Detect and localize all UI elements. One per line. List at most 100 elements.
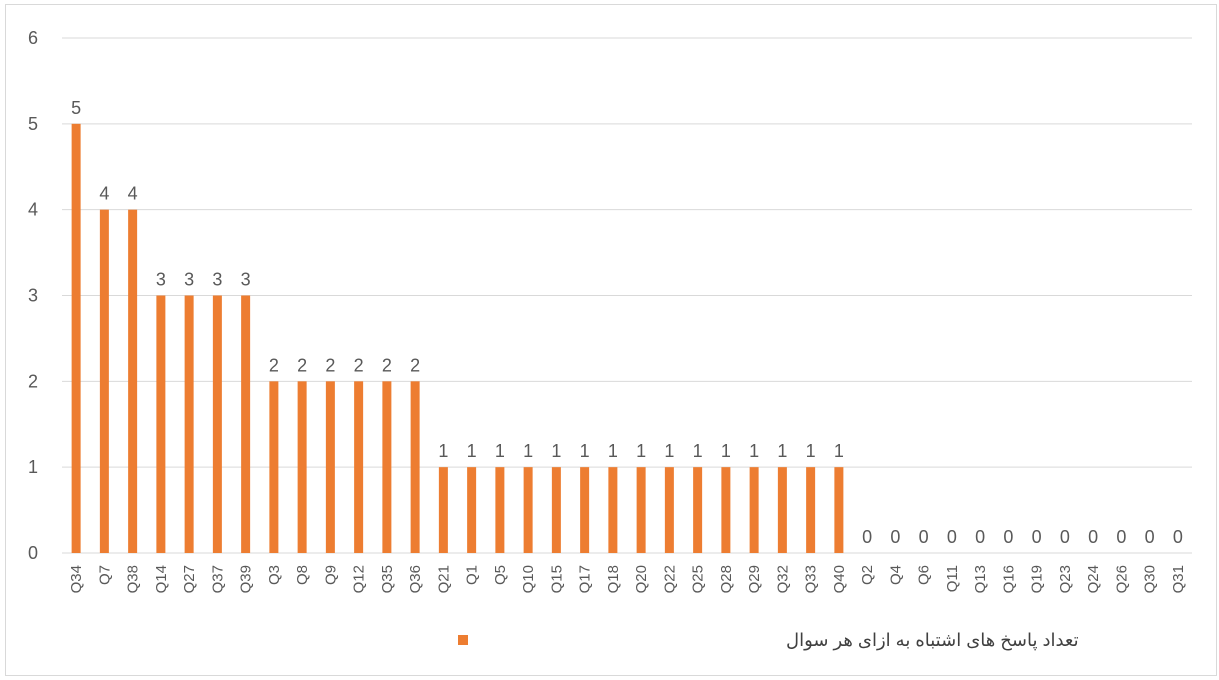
data-label: 3 <box>184 270 194 290</box>
y-tick-label: 5 <box>28 114 38 134</box>
bar <box>834 467 844 553</box>
bar <box>608 467 618 553</box>
x-tick-label: Q14 <box>153 565 170 593</box>
bar <box>184 295 194 553</box>
x-tick-label: Q7 <box>96 565 113 585</box>
data-label: 0 <box>890 527 900 547</box>
bar <box>749 467 759 553</box>
x-tick-label: Q34 <box>68 565 85 593</box>
data-label: 0 <box>947 527 957 547</box>
data-label: 0 <box>975 527 985 547</box>
bar <box>354 381 364 553</box>
bar <box>721 467 731 553</box>
data-label: 0 <box>862 527 872 547</box>
data-label: 0 <box>1116 527 1126 547</box>
data-label: 2 <box>354 355 364 375</box>
bar <box>806 467 816 553</box>
y-tick-label: 0 <box>28 543 38 563</box>
bar <box>71 123 81 553</box>
x-tick-label: Q20 <box>633 565 650 593</box>
x-tick-label: Q26 <box>1113 565 1130 593</box>
x-axis-ticks: Q34 Q7 Q38 Q14 Q27 Q37 Q39 Q3 Q8 Q9 Q12 Q35 Q36 Q21 Q1… <box>68 565 1187 593</box>
x-tick-label: Q18 <box>605 565 622 593</box>
bar <box>467 467 477 553</box>
x-tick-label: Q40 <box>831 565 848 593</box>
data-label: 1 <box>664 441 674 461</box>
data-labels: 54 43 3 3 32 2 2 2 2 21 1 1 1 1 1 1 1 1 1 1 1 1 1 10 0 0 0 0 0 0 0 0 0 0 0 <box>71 98 1183 547</box>
data-label: 0 <box>1088 527 1098 547</box>
x-tick-label: Q29 <box>746 565 763 593</box>
x-tick-label: Q32 <box>774 565 791 593</box>
x-tick-label: Q25 <box>690 565 707 593</box>
data-label: 0 <box>1060 527 1070 547</box>
data-label: 3 <box>241 270 251 290</box>
bars <box>71 123 844 553</box>
data-label: 0 <box>1145 527 1155 547</box>
data-label: 2 <box>382 355 392 375</box>
x-tick-label: Q5 <box>492 565 509 585</box>
bar <box>269 381 279 553</box>
legend-swatch <box>458 635 468 645</box>
x-tick-label: Q33 <box>803 565 820 593</box>
x-tick-label: Q36 <box>407 565 424 593</box>
bar <box>664 467 674 553</box>
data-label: 2 <box>325 355 335 375</box>
bar <box>156 295 166 553</box>
data-label: 4 <box>128 184 138 204</box>
x-tick-label: Q24 <box>1085 565 1102 593</box>
y-tick-label: 2 <box>28 371 38 391</box>
data-label: 1 <box>806 441 816 461</box>
x-tick-label: Q19 <box>1029 565 1046 593</box>
bar <box>212 295 222 553</box>
y-tick-label: 6 <box>28 28 38 48</box>
data-label: 1 <box>693 441 703 461</box>
x-tick-label: Q35 <box>379 565 396 593</box>
bar <box>99 209 109 553</box>
x-tick-label: Q3 <box>266 565 283 585</box>
data-label: 0 <box>1003 527 1013 547</box>
data-label: 2 <box>297 355 307 375</box>
gridlines <box>62 37 1192 554</box>
data-label: 1 <box>467 441 477 461</box>
data-label: 5 <box>71 98 81 118</box>
data-label: 0 <box>919 527 929 547</box>
bar <box>128 209 138 553</box>
x-tick-label: Q8 <box>294 565 311 585</box>
x-tick-label: Q17 <box>577 565 594 593</box>
bar <box>580 467 590 553</box>
x-tick-label: Q37 <box>209 565 226 593</box>
x-tick-label: Q2 <box>859 565 876 585</box>
x-tick-label: Q30 <box>1142 565 1159 593</box>
data-label: 4 <box>99 184 109 204</box>
data-label: 1 <box>495 441 505 461</box>
x-tick-label: Q39 <box>238 565 255 593</box>
data-label: 1 <box>721 441 731 461</box>
bar <box>325 381 335 553</box>
bar <box>297 381 307 553</box>
bar <box>241 295 251 553</box>
x-tick-label: Q4 <box>887 565 904 585</box>
data-label: 1 <box>834 441 844 461</box>
y-tick-label: 3 <box>28 286 38 306</box>
x-tick-label: Q23 <box>1057 565 1074 593</box>
x-tick-label: Q15 <box>548 565 565 593</box>
y-tick-label: 1 <box>28 457 38 477</box>
x-tick-label: Q38 <box>125 565 142 593</box>
x-tick-label: Q6 <box>916 565 933 585</box>
data-label: 1 <box>580 441 590 461</box>
data-label: 0 <box>1173 527 1183 547</box>
bar <box>636 467 646 553</box>
data-label: 3 <box>156 270 166 290</box>
x-tick-label: Q28 <box>718 565 735 593</box>
bar <box>410 381 420 553</box>
bar <box>382 381 392 553</box>
x-tick-label: Q11 <box>944 565 961 592</box>
data-label: 1 <box>438 441 448 461</box>
x-tick-label: Q10 <box>520 565 537 593</box>
x-tick-label: Q9 <box>322 565 339 585</box>
data-label: 1 <box>608 441 618 461</box>
x-tick-label: Q12 <box>351 565 368 593</box>
bar <box>495 467 505 553</box>
bar <box>438 467 448 553</box>
